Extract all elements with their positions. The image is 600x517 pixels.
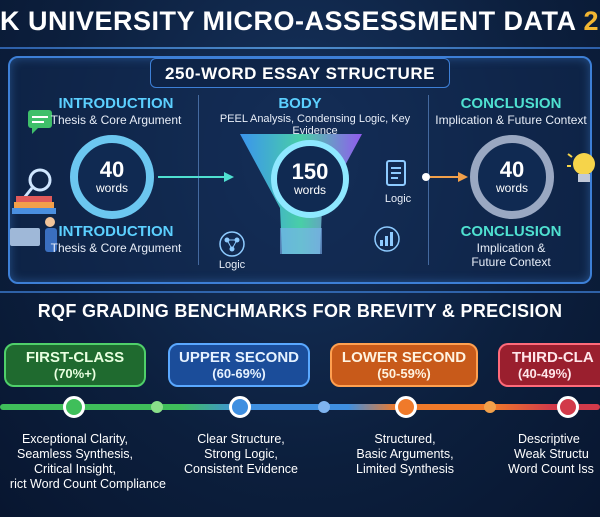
grade-first-desc-2: Seamless Synthesis, xyxy=(16,447,134,461)
timeline-dot-upper xyxy=(229,396,251,418)
intro-subtitle: Thesis & Core Argument xyxy=(50,113,182,127)
body-logic-label-right: Logic xyxy=(384,193,412,205)
rqf-title: RQF GRADING BENCHMARKS FOR BREVITY & PRE… xyxy=(37,301,563,321)
grade-upper-second-name: UPPER SECOND xyxy=(178,348,300,366)
conclusion-word-unit: words xyxy=(495,181,528,195)
grade-upper-desc-1: Clear Structure, xyxy=(197,432,285,446)
conclusion-subtitle: Implication & Future Context xyxy=(435,113,587,127)
lightbulb-icon xyxy=(567,153,595,182)
grade-first-class-range: (70%+) xyxy=(53,365,97,381)
main-title-text: K UNIVERSITY MICRO-ASSESSMENT DATA xyxy=(0,6,584,36)
intro-word-ring: 40 words xyxy=(70,135,154,219)
intro-word-unit: words xyxy=(95,181,128,195)
conclusion-word-count: 40 xyxy=(499,157,525,182)
grade-first-desc-3: Critical Insight, xyxy=(34,462,116,476)
conclusion-subtitle-repeat-2: Future Context xyxy=(471,255,551,269)
body-logic-label-left: Logic xyxy=(218,259,246,271)
intro-word-count: 40 xyxy=(99,157,125,182)
grade-lower-second-name: LOWER SECOND xyxy=(341,348,467,366)
body-word-unit: words xyxy=(293,183,326,197)
conclusion-subtitle-repeat-1: Implication & xyxy=(476,241,546,255)
grade-upper-desc-2: Strong Logic, xyxy=(204,447,278,461)
timeline-tick-3 xyxy=(484,401,496,413)
main-title: K UNIVERSITY MICRO-ASSESSMENT DATA 20 xyxy=(0,6,600,46)
grade-timeline xyxy=(0,404,600,410)
body-word-count: 150 xyxy=(291,159,329,184)
grade-first-class: FIRST-CLASS (70%+) xyxy=(4,343,146,387)
conclusion-heading: CONCLUSION xyxy=(460,95,562,112)
intro-heading-repeat: INTRODUCTION xyxy=(58,223,174,240)
arrow-intro-to-body xyxy=(158,172,234,182)
grade-first-desc-4: rict Word Count Compliance xyxy=(9,477,166,491)
timeline-dot-first xyxy=(63,396,85,418)
bar-chart-icon xyxy=(374,226,400,252)
title-divider xyxy=(0,47,600,49)
grade-third-class-name: THIRD-CLA xyxy=(512,348,594,366)
grade-third-class: THIRD-CLA (40-49%) xyxy=(498,343,600,387)
grade-upper-second-range: (60-69%) xyxy=(212,365,266,381)
timeline-tick-2 xyxy=(318,401,330,413)
grade-first-desc-1: Exceptional Clarity, xyxy=(21,432,129,446)
intro-subtitle-repeat: Thesis & Core Argument xyxy=(50,241,182,255)
main-title-year: 20 xyxy=(583,6,600,36)
document-icon xyxy=(386,160,406,186)
rqf-divider xyxy=(0,291,600,293)
arrow-body-to-conclusion xyxy=(422,172,468,182)
grade-lower-second-range: (50-59%) xyxy=(377,365,431,381)
grade-third-desc-3: Word Count Iss xyxy=(508,462,594,476)
intro-heading: INTRODUCTION xyxy=(58,95,174,112)
student-laptop-books-icon xyxy=(10,110,57,252)
divider-left xyxy=(198,95,199,265)
grade-upper-second: UPPER SECOND (60-69%) xyxy=(168,343,310,387)
body-heading: BODY xyxy=(278,95,322,112)
grade-third-class-range: (40-49%) xyxy=(518,365,572,381)
network-icon xyxy=(219,231,245,257)
grade-first-class-name: FIRST-CLASS xyxy=(25,348,125,366)
essay-structure-title: 250-WORD ESSAY STRUCTURE xyxy=(150,58,450,88)
grade-lower-desc-1: Structured, xyxy=(374,432,436,446)
conclusion-heading-repeat: CONCLUSION xyxy=(460,223,562,240)
grade-upper-desc-3: Consistent Evidence xyxy=(184,462,298,476)
grade-third-desc-2: Weak Structu xyxy=(514,447,589,461)
grade-lower-desc-3: Limited Synthesis xyxy=(356,462,454,476)
grade-lower-desc-2: Basic Arguments, xyxy=(356,447,454,461)
grade-lower-second: LOWER SECOND (50-59%) xyxy=(330,343,478,387)
timeline-dot-lower xyxy=(395,396,417,418)
timeline-dot-third xyxy=(557,396,579,418)
body-word-ring: 150 words xyxy=(271,140,349,218)
timeline-tick-1 xyxy=(151,401,163,413)
conclusion-word-ring: 40 words xyxy=(470,135,554,219)
grade-third-desc-1: Descriptive xyxy=(518,432,580,446)
